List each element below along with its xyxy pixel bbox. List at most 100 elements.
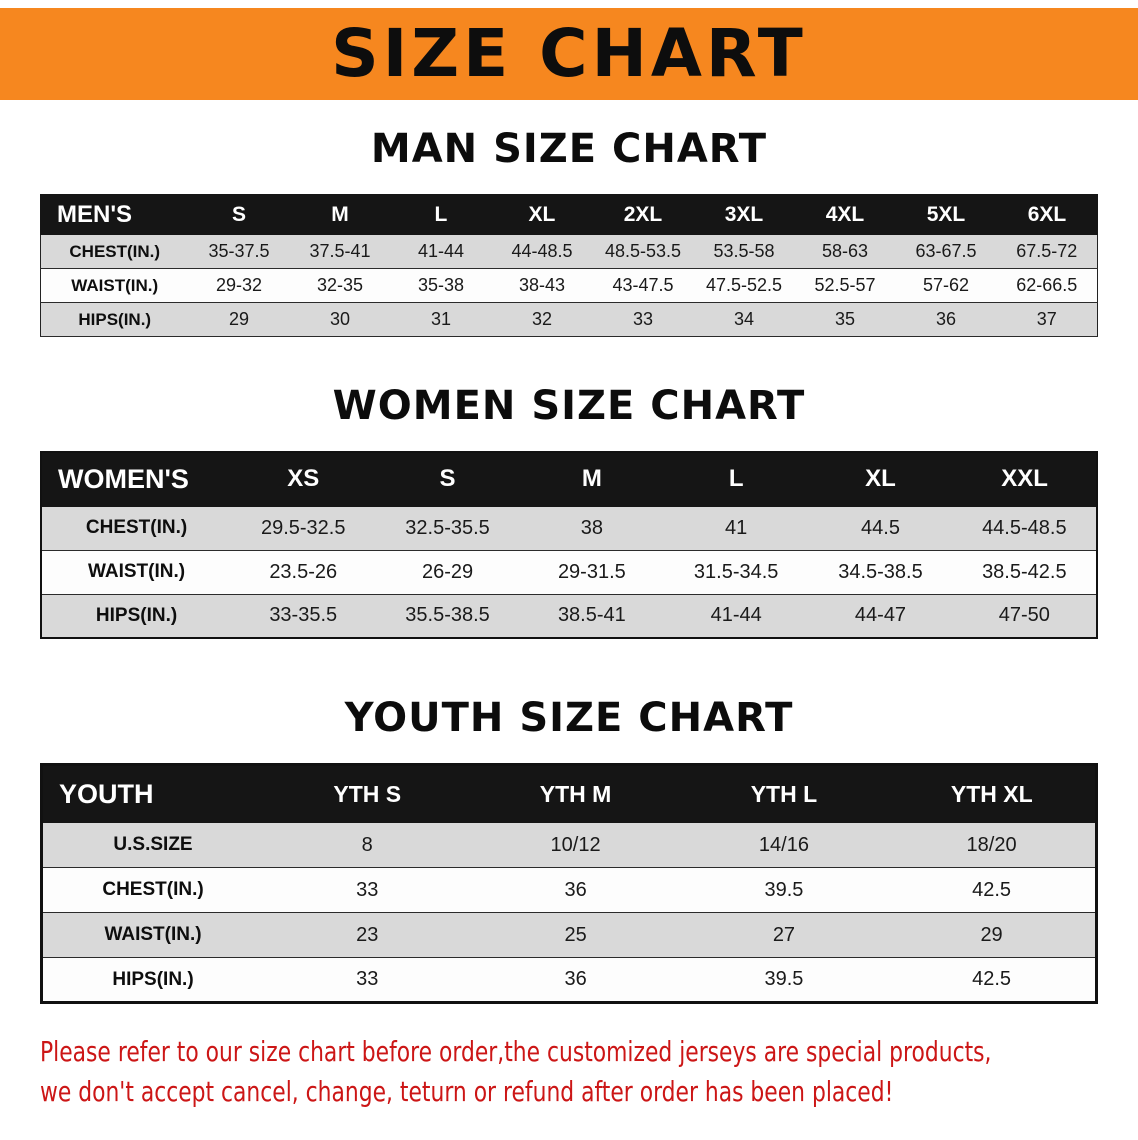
disclaimer-line-2: we don't accept cancel, change, teturn o… <box>40 1075 894 1108</box>
table-cell: 36 <box>471 867 680 913</box>
table-cell: 44.5 <box>808 505 953 551</box>
table-cell: 34.5-38.5 <box>808 549 953 595</box>
table-cell: 52.5-57 <box>794 268 896 303</box>
table-cell: 35.5-38.5 <box>375 593 520 639</box>
table-cell: 14/16 <box>679 822 889 868</box>
table-cell: 29 <box>188 302 290 337</box>
row-label: HIPS(IN.) <box>41 957 264 1003</box>
table-row: U.S.SIZE 8 10/12 14/16 18/20 <box>41 822 1097 868</box>
column-header: M <box>288 194 391 235</box>
table-cell: 30 <box>289 302 391 337</box>
table-cell: 31 <box>390 302 492 337</box>
column-header: M <box>519 451 665 507</box>
table-cell: 38.5-42.5 <box>952 549 1097 595</box>
row-label: CHEST(IN.) <box>41 867 264 913</box>
man-size-chart-heading: MAN SIZE CHART <box>370 126 768 172</box>
table-cell: 43-47.5 <box>592 268 694 303</box>
table-cell: 29 <box>888 912 1097 958</box>
table-cell: 42.5 <box>888 867 1097 913</box>
size-chart-banner: SIZE CHART <box>0 8 1138 100</box>
table-cell: 67.5-72 <box>996 234 1098 269</box>
row-label: WAIST(IN.) <box>41 912 264 958</box>
table-cell: 33 <box>592 302 694 337</box>
column-header: 2XL <box>591 194 694 235</box>
table-header-row: WOMEN'S XS S M L XL XXL <box>40 451 1098 507</box>
table-cell: 35-37.5 <box>188 234 290 269</box>
row-label: CHEST(IN.) <box>41 505 232 551</box>
table-cell: 26-29 <box>375 549 520 595</box>
table-cell: 48.5-53.5 <box>592 234 694 269</box>
column-header: 4XL <box>793 194 896 235</box>
table-cell: 38 <box>519 505 665 551</box>
table-cell: 27 <box>679 912 889 958</box>
table-row: WAIST(IN.) 29-32 32-35 35-38 38-43 43-47.5 47.… <box>40 268 1098 303</box>
table-cell: 41 <box>664 505 809 551</box>
table-corner-label: WOMEN'S <box>40 451 232 507</box>
table-cell: 47.5-52.5 <box>693 268 795 303</box>
column-header: S <box>374 451 521 507</box>
column-header: YTH XL <box>887 764 1098 823</box>
column-header: L <box>389 194 492 235</box>
table-cell: 32-35 <box>289 268 391 303</box>
youth-size-chart-heading: YOUTH SIZE CHART <box>344 695 794 741</box>
table-row: CHEST(IN.) 35-37.5 37.5-41 41-44 44-48.5 48.5… <box>40 234 1098 269</box>
table-row: CHEST(IN.) 29.5-32.5 32.5-35.5 38 41 44.5 44.5… <box>41 505 1097 551</box>
table-cell: 32.5-35.5 <box>375 505 520 551</box>
table-cell: 33 <box>263 957 472 1003</box>
women-size-chart-heading: WOMEN SIZE CHART <box>332 383 806 429</box>
column-header: XS <box>230 451 376 507</box>
column-header: L <box>663 451 809 507</box>
men-size-table: MEN'S S M L XL 2XL 3XL 4XL 5XL 6XL CHEST(IN.) 35-37… <box>40 194 1099 337</box>
table-cell: 29.5-32.5 <box>231 505 376 551</box>
table-cell: 33-35.5 <box>231 593 376 639</box>
table-cell: 38-43 <box>491 268 593 303</box>
table-row: WAIST(IN.) 23.5-26 26-29 29-31.5 31.5-34.5 34… <box>41 549 1097 595</box>
table-cell: 23 <box>263 912 472 958</box>
table-cell: 29-31.5 <box>519 549 665 595</box>
table-cell: 34 <box>693 302 795 337</box>
table-cell: 44-48.5 <box>491 234 593 269</box>
table-row: HIPS(IN.) 33-35.5 35.5-38.5 38.5-41 41-44 44-… <box>41 593 1097 639</box>
table-cell: 35 <box>794 302 896 337</box>
column-header: YTH S <box>262 764 472 823</box>
disclaimer-text: Please refer to our size chart before or… <box>40 1032 1100 1112</box>
table-cell: 63-67.5 <box>895 234 997 269</box>
table-cell: 39.5 <box>679 867 889 913</box>
column-header: S <box>187 194 290 235</box>
youth-size-table: YOUTH YTH S YTH M YTH L YTH XL U.S.SIZE 8 10/12… <box>40 763 1098 1004</box>
table-cell: 35-38 <box>390 268 492 303</box>
table-cell: 47-50 <box>952 593 1097 639</box>
disclaimer-line-1: Please refer to our size chart before or… <box>40 1035 992 1068</box>
table-cell: 36 <box>895 302 997 337</box>
column-header: 3XL <box>692 194 795 235</box>
table-cell: 58-63 <box>794 234 896 269</box>
table-cell: 37.5-41 <box>289 234 391 269</box>
table-cell: 32 <box>491 302 593 337</box>
column-header: YTH L <box>679 764 889 823</box>
column-header: YTH M <box>470 764 681 823</box>
table-cell: 37 <box>996 302 1098 337</box>
table-header-row: MEN'S S M L XL 2XL 3XL 4XL 5XL 6XL <box>40 194 1099 235</box>
table-cell: 44.5-48.5 <box>952 505 1097 551</box>
table-row: WAIST(IN.) 23 25 27 29 <box>41 912 1097 958</box>
table-cell: 25 <box>471 912 680 958</box>
table-corner-label: YOUTH <box>41 764 264 823</box>
table-cell: 38.5-41 <box>519 593 665 639</box>
table-corner-label: MEN'S <box>40 194 189 235</box>
table-row: CHEST(IN.) 33 36 39.5 42.5 <box>41 867 1097 913</box>
table-cell: 36 <box>471 957 680 1003</box>
table-cell: 57-62 <box>895 268 997 303</box>
table-cell: 31.5-34.5 <box>664 549 809 595</box>
table-cell: 53.5-58 <box>693 234 795 269</box>
row-label: HIPS(IN.) <box>40 302 189 337</box>
table-row: HIPS(IN.) 29 30 31 32 33 34 35 36 37 <box>40 302 1098 337</box>
table-cell: 62-66.5 <box>996 268 1098 303</box>
table-cell: 29-32 <box>188 268 290 303</box>
table-cell: 23.5-26 <box>231 549 376 595</box>
row-label: U.S.SIZE <box>41 822 264 868</box>
row-label: WAIST(IN.) <box>40 268 189 303</box>
table-row: HIPS(IN.) 33 36 39.5 42.5 <box>41 957 1097 1003</box>
table-cell: 44-47 <box>808 593 953 639</box>
column-header: XL <box>490 194 593 235</box>
table-cell: 10/12 <box>471 822 680 868</box>
